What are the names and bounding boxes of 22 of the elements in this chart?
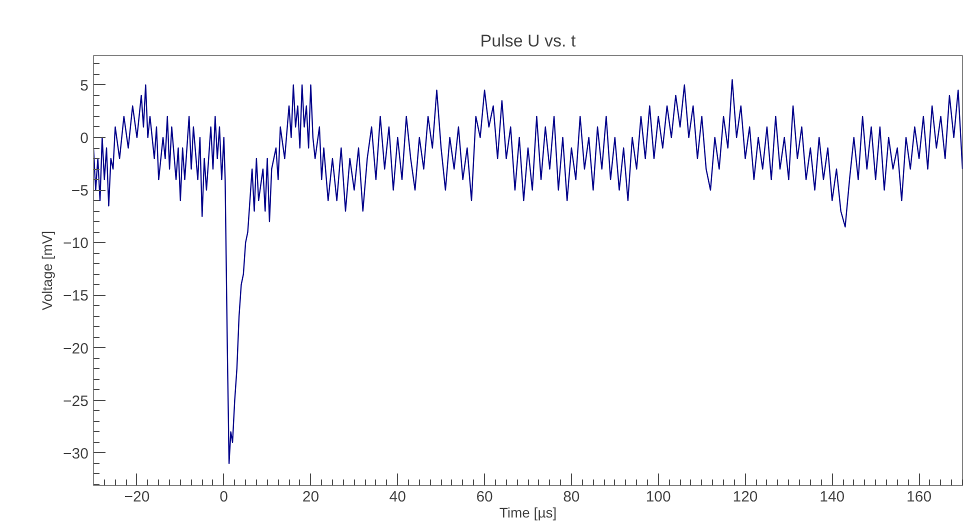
x-tick-label: 80: [563, 488, 580, 506]
y-tick-label: −20: [63, 340, 89, 358]
y-tick-label: 5: [80, 77, 88, 94]
y-tick-label: −15: [63, 288, 89, 305]
y-axis-title: Voltage [mV]: [39, 230, 56, 310]
x-tick-label: 0: [220, 488, 228, 506]
y-tick-label: −10: [63, 235, 89, 252]
line-series: [94, 79, 962, 464]
x-tick-label: 100: [646, 488, 671, 506]
y-tick-label: 0: [80, 130, 88, 148]
x-axis-title: Time [µs]: [499, 504, 557, 520]
y-tick-label: −25: [63, 392, 89, 410]
y-tick-label: −5: [71, 182, 89, 200]
x-tick-label: 140: [820, 488, 845, 506]
chart-title: Pulse U vs. t: [480, 32, 576, 50]
x-tick-label: 20: [302, 488, 320, 506]
y-tick-label: −30: [63, 445, 89, 462]
x-tick-label: 120: [732, 488, 758, 506]
x-tick-label: 40: [389, 488, 406, 506]
x-tick-label: 160: [906, 488, 932, 506]
x-tick-label: 60: [476, 488, 493, 506]
x-tick-label: −20: [124, 488, 150, 506]
